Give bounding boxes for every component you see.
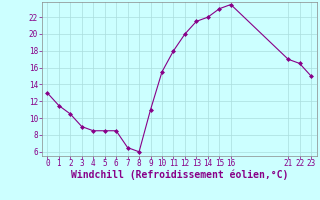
X-axis label: Windchill (Refroidissement éolien,°C): Windchill (Refroidissement éolien,°C) [70, 170, 288, 180]
